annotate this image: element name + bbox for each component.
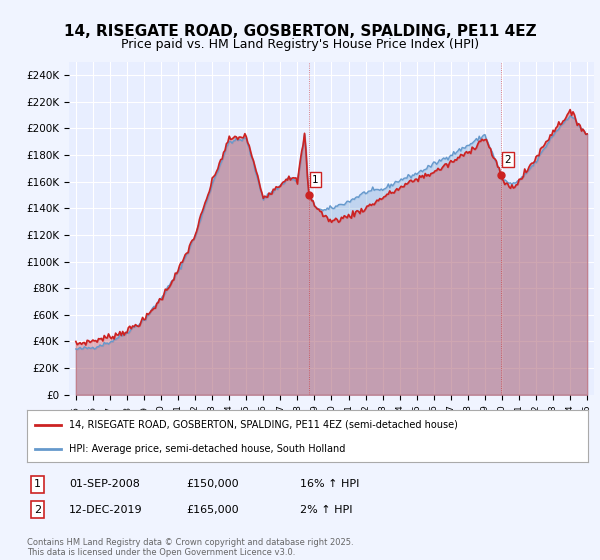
Text: 2% ↑ HPI: 2% ↑ HPI: [300, 505, 353, 515]
Text: Price paid vs. HM Land Registry's House Price Index (HPI): Price paid vs. HM Land Registry's House …: [121, 38, 479, 51]
Text: 16% ↑ HPI: 16% ↑ HPI: [300, 479, 359, 489]
Text: HPI: Average price, semi-detached house, South Holland: HPI: Average price, semi-detached house,…: [69, 444, 346, 454]
Text: 2: 2: [34, 505, 41, 515]
Text: £150,000: £150,000: [186, 479, 239, 489]
Text: £165,000: £165,000: [186, 505, 239, 515]
Text: 01-SEP-2008: 01-SEP-2008: [69, 479, 140, 489]
Text: 14, RISEGATE ROAD, GOSBERTON, SPALDING, PE11 4EZ (semi-detached house): 14, RISEGATE ROAD, GOSBERTON, SPALDING, …: [69, 420, 458, 430]
Text: 1: 1: [312, 175, 319, 185]
Text: 1: 1: [34, 479, 41, 489]
Text: 14, RISEGATE ROAD, GOSBERTON, SPALDING, PE11 4EZ: 14, RISEGATE ROAD, GOSBERTON, SPALDING, …: [64, 24, 536, 39]
Text: 12-DEC-2019: 12-DEC-2019: [69, 505, 143, 515]
Text: Contains HM Land Registry data © Crown copyright and database right 2025.
This d: Contains HM Land Registry data © Crown c…: [27, 538, 353, 557]
Text: 2: 2: [505, 155, 511, 165]
